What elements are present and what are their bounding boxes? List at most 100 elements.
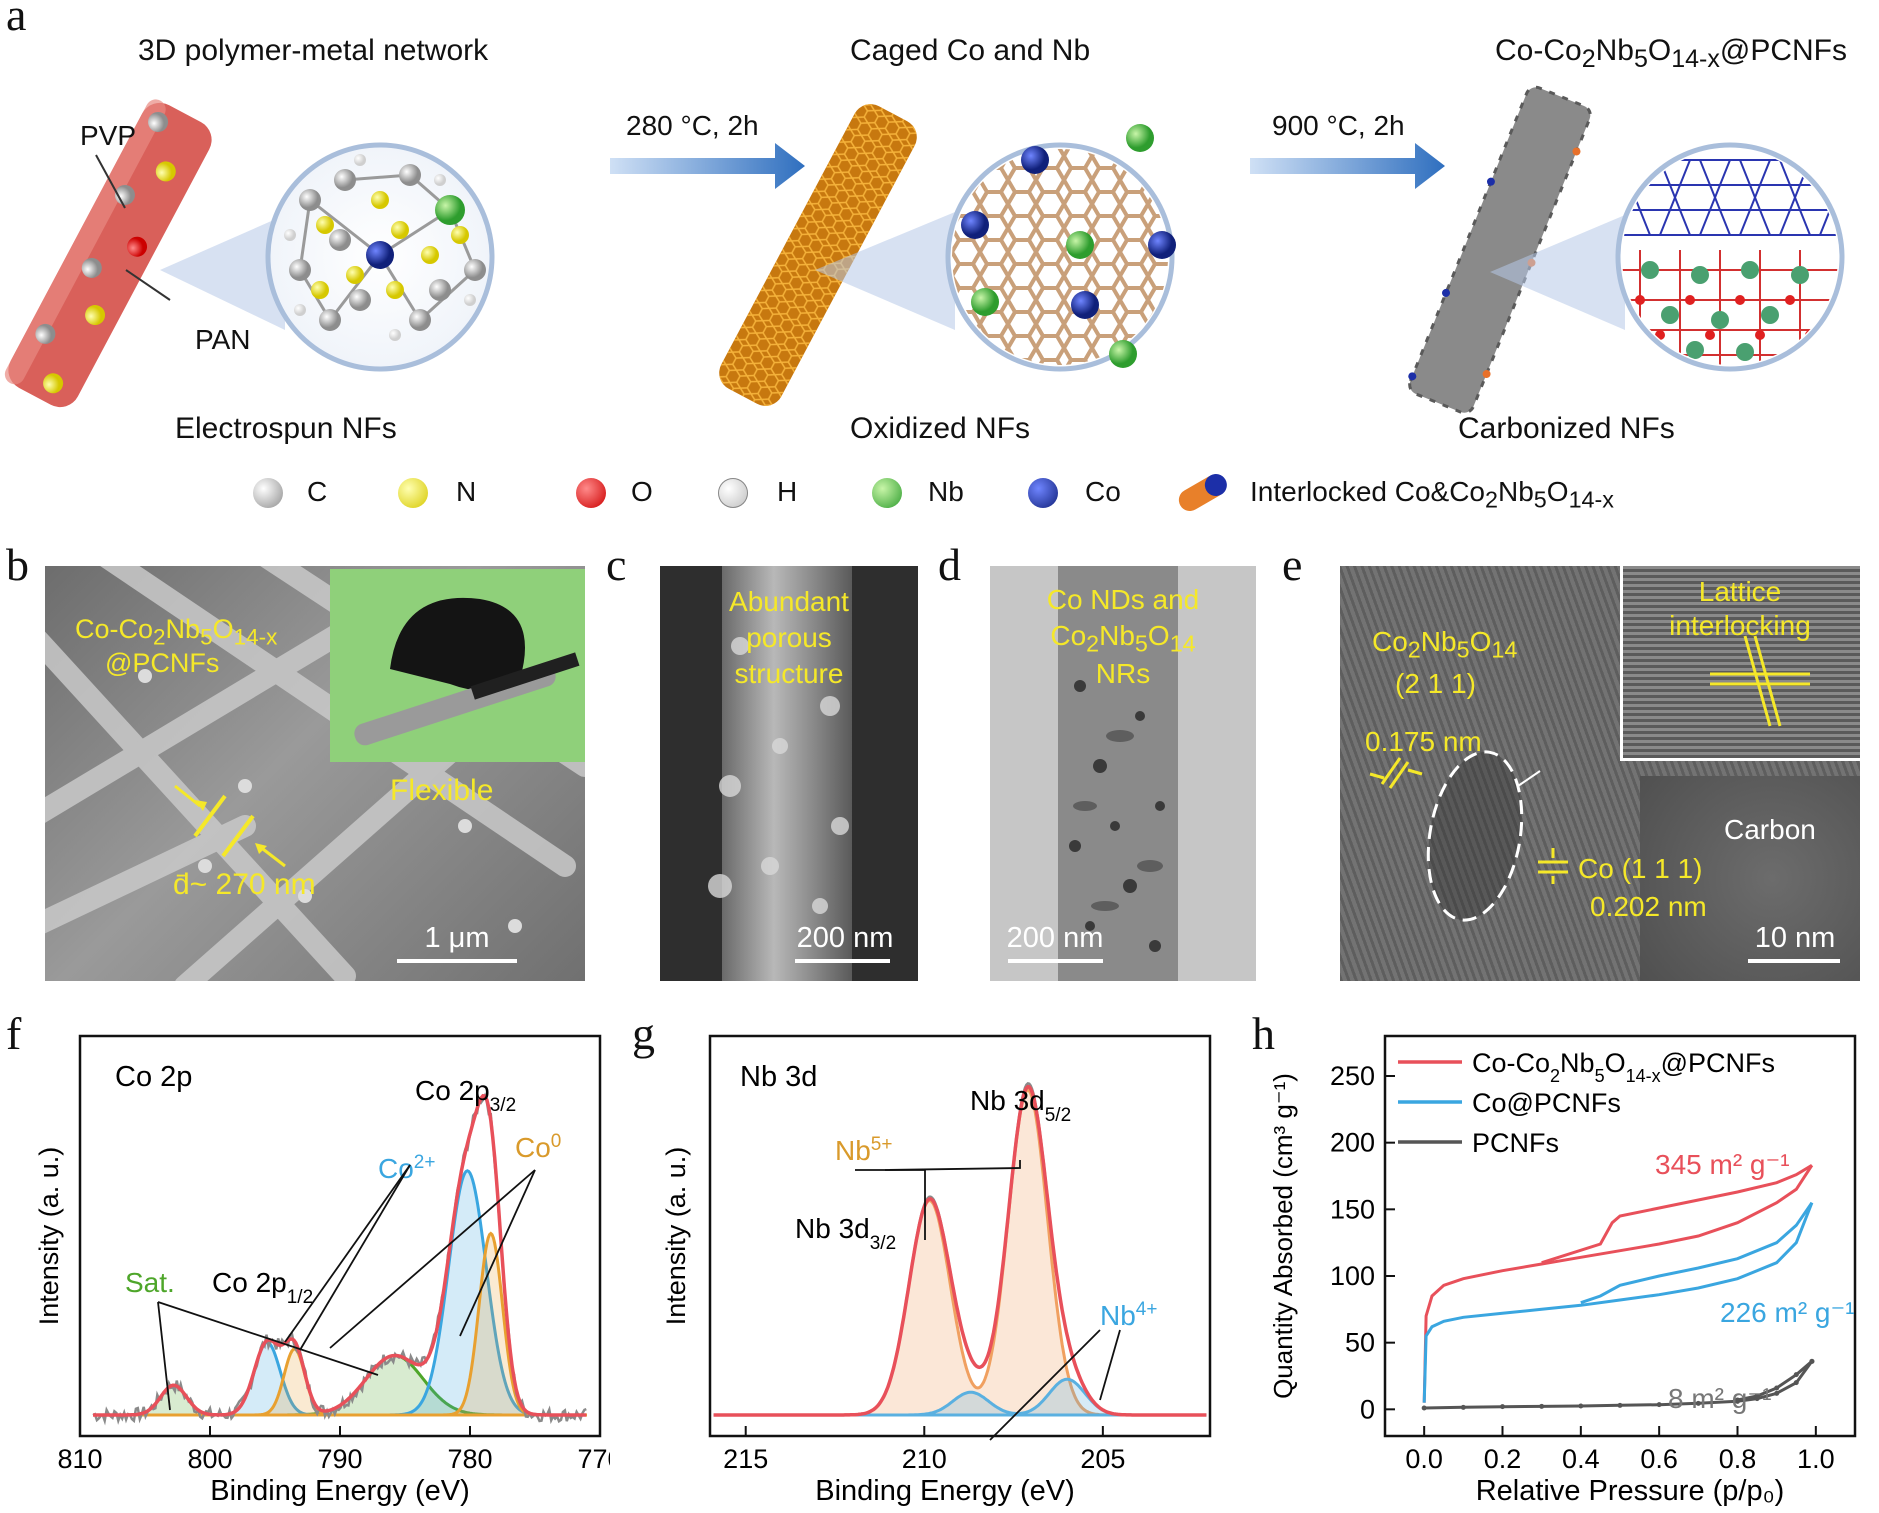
legend-n-label: N: [456, 476, 477, 507]
f-xlabel: Binding Energy (eV): [210, 1475, 470, 1507]
h-series-3-point: [1793, 1372, 1799, 1378]
panel-a-schematic: [4, 85, 1845, 415]
sem-image-b: Co-Co2Nb5O14-x @PCNFs Flexible d̄~ 270 n…: [45, 566, 585, 981]
h-series-2-desorption: [1580, 1201, 1814, 1305]
panel-label-b: b: [6, 539, 29, 590]
bet-isotherm-chart: 0.0 0.2 0.4 0.6 0.8 1.0 0 50 100 150 200 250 Relati…: [1268, 1034, 1857, 1507]
sem-image-c: Abundant porous structure 200 nm: [660, 566, 918, 981]
h-series-3-point: [1735, 1397, 1740, 1403]
h-series-2-adsorption: [1422, 1202, 1814, 1403]
h-series-3-point: [1793, 1380, 1799, 1386]
h-xtick-label: 0.6: [1640, 1444, 1678, 1474]
panel-label-c: c: [606, 539, 627, 590]
g-xlabel: Binding Energy (eV): [815, 1475, 1075, 1507]
d-spacing-1-label: 0.175 nm: [1365, 726, 1482, 757]
f-xtick-label: 790: [317, 1444, 362, 1474]
scale-bar-b: [397, 959, 517, 963]
g-nb5plus-peak: [713, 1088, 1207, 1417]
legend-nb-swatch: [872, 478, 902, 508]
h-ytick-label: 0: [1360, 1394, 1375, 1424]
legend-o-label: O: [631, 476, 653, 507]
scale-bar-d: [1008, 959, 1103, 963]
f-ann-co2p32: Co 2p3/2: [415, 1075, 516, 1116]
g-ann-nb4: Nb4+: [1100, 1299, 1157, 1332]
f-ann-co2p12: Co 2p1/2: [212, 1267, 313, 1308]
h-ytick-label: 200: [1330, 1128, 1375, 1158]
porous-label-line3: structure: [734, 658, 844, 689]
h-series-3-point: [1656, 1402, 1662, 1408]
h-series-1-adsorption: [1422, 1164, 1814, 1403]
f-ann-co2plus: Co2+: [378, 1152, 435, 1185]
h-xtick-label: 1.0: [1797, 1444, 1835, 1474]
h-legend-label-2: Co@PCNFs: [1472, 1088, 1621, 1118]
f-ann-sat: Sat.: [125, 1267, 175, 1298]
g-xtick-label: 205: [1080, 1444, 1125, 1474]
sample-label-line2: @PCNFs: [105, 648, 220, 678]
panel-a-title-3: Co-Co2Nb5O14-x@PCNFs: [1495, 34, 1847, 73]
step2-label: 900 °C, 2h: [1272, 110, 1405, 141]
panel-label-a: a: [6, 0, 27, 40]
g-ann-nb3d32: Nb 3d3/2: [795, 1213, 896, 1254]
scale-label-c: 200 nm: [796, 922, 894, 954]
oxidized-fiber: [719, 104, 917, 406]
h-ylabel: Quantity Absorbed (cm³ g⁻¹): [1268, 1073, 1298, 1399]
panel-label-g: g: [632, 1008, 655, 1059]
tem-label-line1: Co NDs and: [1046, 584, 1200, 615]
xps-nb3d-chart: 215 210 205 Binding Energy (eV) Intensity …: [661, 1034, 1212, 1507]
legend-interlocked-label: Interlocked Co&Co2Nb5O14-x: [1250, 476, 1614, 513]
h-series-3-point: [1617, 1402, 1623, 1408]
tem-image-d: Co NDs and Co2Nb5O14 NRs 200 nm: [990, 566, 1256, 981]
xps-co2p-chart: 810 800 790 780 770 Binding Energy (eV) Inte…: [34, 1034, 610, 1507]
co-plane-label: Co (1 1 1): [1578, 853, 1703, 884]
g-xtick-label: 210: [902, 1444, 947, 1474]
f-xtick-label: 770: [577, 1444, 610, 1474]
carbon-label: Carbon: [1724, 814, 1816, 845]
h-ytick-label: 150: [1330, 1194, 1375, 1224]
tem-label-line3: NRs: [1095, 658, 1151, 689]
f-co0-peak: [93, 1231, 587, 1417]
lattice-inset: [1620, 566, 1860, 761]
f-fit-envelope: [93, 1093, 587, 1417]
diameter-label: d̄~ 270 nm: [173, 868, 316, 901]
h-series-3-point: [1695, 1400, 1701, 1406]
f-xtick-label: 800: [187, 1444, 232, 1474]
h-legend-label-3: PCNFs: [1472, 1128, 1559, 1158]
interlocked-fiber-icon: [1178, 474, 1227, 511]
caption-carbonized: Carbonized NFs: [1458, 412, 1675, 445]
f-xtick-label: 780: [447, 1444, 492, 1474]
h-series-3-point: [1754, 1393, 1760, 1399]
flexible-label: Flexible: [390, 774, 494, 807]
pvp-label: PVP: [80, 120, 137, 151]
legend-n-swatch: [398, 478, 428, 508]
h-series-3-point: [1500, 1404, 1505, 1410]
h-xtick-label: 0.0: [1405, 1444, 1443, 1474]
diameter-marker: [174, 784, 286, 868]
g-ann-nb5: Nb5+: [835, 1134, 892, 1167]
f-title: Co 2p: [115, 1061, 192, 1093]
legend-nb-label: Nb: [928, 476, 964, 507]
scale-label-d: 200 nm: [1006, 922, 1104, 954]
electrospun-fiber: [4, 99, 212, 408]
panel-label-h: h: [1252, 1008, 1275, 1059]
porous-label-line2: porous: [746, 622, 832, 653]
h-xtick-label: 0.4: [1562, 1444, 1600, 1474]
step1-label: 280 °C, 2h: [626, 110, 759, 141]
h-series-3-point: [1421, 1405, 1427, 1411]
h-area-1: 345 m² g⁻¹: [1655, 1149, 1790, 1180]
f-xtick-label: 810: [57, 1444, 102, 1474]
h-ytick-label: 50: [1345, 1328, 1375, 1358]
h-series-3-point: [1460, 1404, 1466, 1410]
sample-label-line1: Co-Co2Nb5O14-x: [75, 614, 278, 650]
f-ann-co0: Co0: [515, 1131, 561, 1164]
hrtem-image-e: Co2Nb5O14 (2 1 1) 0.175 nm Lattice inter…: [1340, 566, 1860, 981]
legend-h-swatch: [718, 478, 748, 508]
porous-label-line1: Abundant: [729, 586, 849, 617]
flexible-inset-photo: [330, 569, 585, 762]
pan-label: PAN: [195, 324, 251, 355]
legend-c-swatch: [253, 478, 283, 508]
h-series-1-desorption: [1541, 1164, 1813, 1265]
h-series-3-point: [1774, 1390, 1780, 1396]
panel-a-title-1: 3D polymer-metal network: [138, 34, 489, 67]
caption-electrospun: Electrospun NFs: [175, 412, 397, 445]
